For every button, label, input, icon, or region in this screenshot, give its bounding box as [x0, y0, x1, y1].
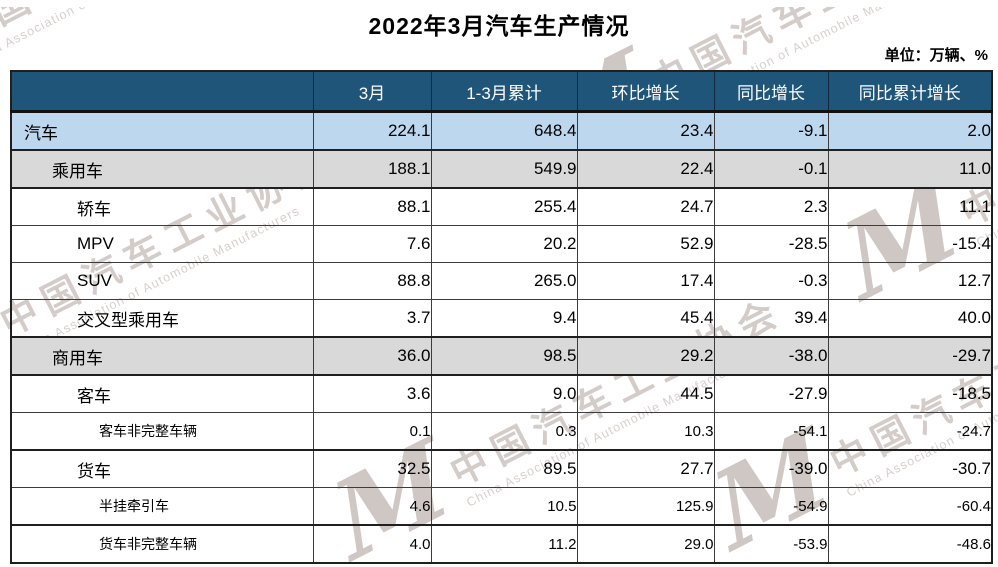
- value-cell: 648.4: [430, 111, 578, 151]
- value-cell: 224.1: [312, 111, 432, 151]
- value-cell: -9.1: [713, 111, 829, 151]
- value-cell: -28.5: [713, 225, 829, 263]
- value-cell: 9.0: [430, 374, 578, 413]
- value-cell: 44.5: [576, 374, 715, 413]
- value-cell: 11.1: [827, 187, 993, 226]
- value-cell: -38.0: [713, 336, 829, 376]
- value-cell: 11.2: [430, 524, 578, 564]
- value-cell: 52.9: [576, 225, 715, 263]
- value-cell: 0.1: [312, 412, 432, 451]
- value-cell: -0.3: [713, 262, 829, 300]
- caam-swoosh-icon: M: [0, 266, 9, 436]
- header-row: 3月 1-3月累计 环比增长 同比增长 同比累计增长: [10, 70, 993, 113]
- row-label: 半挂牵引车: [10, 487, 314, 526]
- column-header-3: 环比增长: [576, 70, 715, 113]
- row-label: 客车非完整车辆: [10, 412, 314, 451]
- value-cell: 32.5: [312, 449, 432, 488]
- table-row-客车: 客车 3.6 9.0 44.5 -27.9 -18.5: [10, 374, 993, 413]
- table-row-交叉型乘用车: 交叉型乘用车 3.7 9.4 45.4 39.4 40.0: [10, 299, 993, 338]
- value-cell: 12.7: [827, 262, 993, 300]
- row-label: 客车: [10, 374, 314, 413]
- value-cell: 29.0: [576, 524, 715, 564]
- table-row-半挂牵引车: 半挂牵引车 4.6 10.5 125.9 -54.9 -60.4: [10, 487, 993, 526]
- column-header-4: 同比增长: [713, 70, 829, 113]
- production-table: 3月 1-3月累计 环比增长 同比增长 同比累计增长 汽车 224.1 648.4 23.4-…: [10, 70, 993, 564]
- value-cell: 22.4: [576, 149, 715, 189]
- value-cell: -54.1: [713, 412, 829, 451]
- row-label: 商用车: [10, 336, 314, 376]
- value-cell: 188.1: [312, 149, 432, 189]
- row-label: 汽车: [10, 111, 314, 151]
- value-cell: 11.0: [827, 149, 993, 189]
- value-cell: 29.2: [576, 336, 715, 376]
- table-row-SUV: SUV 88.8 265.0 17.4 -0.3 12.7: [10, 262, 993, 300]
- value-cell: 88.8: [312, 262, 432, 300]
- value-cell: -24.7: [827, 412, 993, 451]
- value-cell: 45.4: [576, 299, 715, 338]
- value-cell: 17.4: [576, 262, 715, 300]
- value-cell: 24.7: [576, 187, 715, 226]
- value-cell: 125.9: [576, 487, 715, 526]
- value-cell: 9.4: [430, 299, 578, 338]
- column-header-2: 1-3月累计: [430, 70, 578, 113]
- value-cell: -15.4: [827, 225, 993, 263]
- value-cell: -0.1: [713, 149, 829, 189]
- value-cell: 4.0: [312, 524, 432, 564]
- value-cell: 10.3: [576, 412, 715, 451]
- value-cell: 2.0: [827, 111, 993, 151]
- row-label: 货车非完整车辆: [10, 524, 314, 564]
- value-cell: 2.3: [713, 187, 829, 226]
- value-cell: 39.4: [713, 299, 829, 338]
- table-row-MPV: MPV 7.6 20.2 52.9 -28.5 -15.4: [10, 225, 993, 263]
- value-cell: 549.9: [430, 149, 578, 189]
- value-cell: -53.9: [713, 524, 829, 564]
- value-cell: 265.0: [430, 262, 578, 300]
- value-cell: -29.7: [827, 336, 993, 376]
- value-cell: 40.0: [827, 299, 993, 338]
- value-cell: -18.5: [827, 374, 993, 413]
- table-row-商用车: 商用车 36.0 98.5 29.2 -38.0 -29.7: [10, 336, 993, 376]
- table-row-客车非完整车辆: 客车非完整车辆 0.1 0.3 10.3 -54.1 -24.7: [10, 412, 993, 451]
- value-cell: -30.7: [827, 449, 993, 488]
- value-cell: 36.0: [312, 336, 432, 376]
- row-label: SUV: [10, 262, 314, 300]
- value-cell: 255.4: [430, 187, 578, 226]
- value-cell: 98.5: [430, 336, 578, 376]
- table-row-轿车: 轿车 88.1 255.4 24.7 2.3 11.1: [10, 187, 993, 226]
- row-label: 交叉型乘用车: [10, 299, 314, 338]
- row-label: 轿车: [10, 187, 314, 226]
- table-body: 汽车 224.1 648.4 23.4 -9.1 2.0 乘用车 188.1 549.9 22.4…: [10, 111, 993, 564]
- table-row-货车: 货车 32.5 89.5 27.7 -39.0 -30.7: [10, 449, 993, 488]
- value-cell: 7.6: [312, 225, 432, 263]
- page-title: 2022年3月汽车生产情况: [368, 13, 630, 39]
- row-label: 货车: [10, 449, 314, 488]
- unit-label: 单位：万辆、%: [884, 47, 988, 64]
- value-cell: -60.4: [827, 487, 993, 526]
- value-cell: 10.5: [430, 487, 578, 526]
- row-label: 乘用车: [10, 149, 314, 189]
- value-cell: -48.6: [827, 524, 993, 564]
- value-cell: 20.2: [430, 225, 578, 263]
- value-cell: -39.0: [713, 449, 829, 488]
- value-cell: 4.6: [312, 487, 432, 526]
- table-row-乘用车: 乘用车 188.1 549.9 22.4 -0.1 11.0: [10, 149, 993, 189]
- table-row-汽车: 汽车 224.1 648.4 23.4 -9.1 2.0: [10, 111, 993, 151]
- value-cell: 23.4: [576, 111, 715, 151]
- value-cell: 27.7: [576, 449, 715, 488]
- row-label: MPV: [10, 225, 314, 263]
- column-header-1: 3月: [312, 70, 432, 113]
- table-row-货车非完整车辆: 货车非完整车辆 4.0 11.2 29.0 -53.9 -48.6: [10, 524, 993, 564]
- value-cell: 3.6: [312, 374, 432, 413]
- column-header-5: 同比累计增长: [827, 70, 993, 113]
- value-cell: 88.1: [312, 187, 432, 226]
- value-cell: 3.7: [312, 299, 432, 338]
- column-header-category: [10, 70, 314, 113]
- value-cell: -54.9: [713, 487, 829, 526]
- value-cell: -27.9: [713, 374, 829, 413]
- value-cell: 89.5: [430, 449, 578, 488]
- table-header: 3月 1-3月累计 环比增长 同比增长 同比累计增长: [10, 70, 993, 113]
- value-cell: 0.3: [430, 412, 578, 451]
